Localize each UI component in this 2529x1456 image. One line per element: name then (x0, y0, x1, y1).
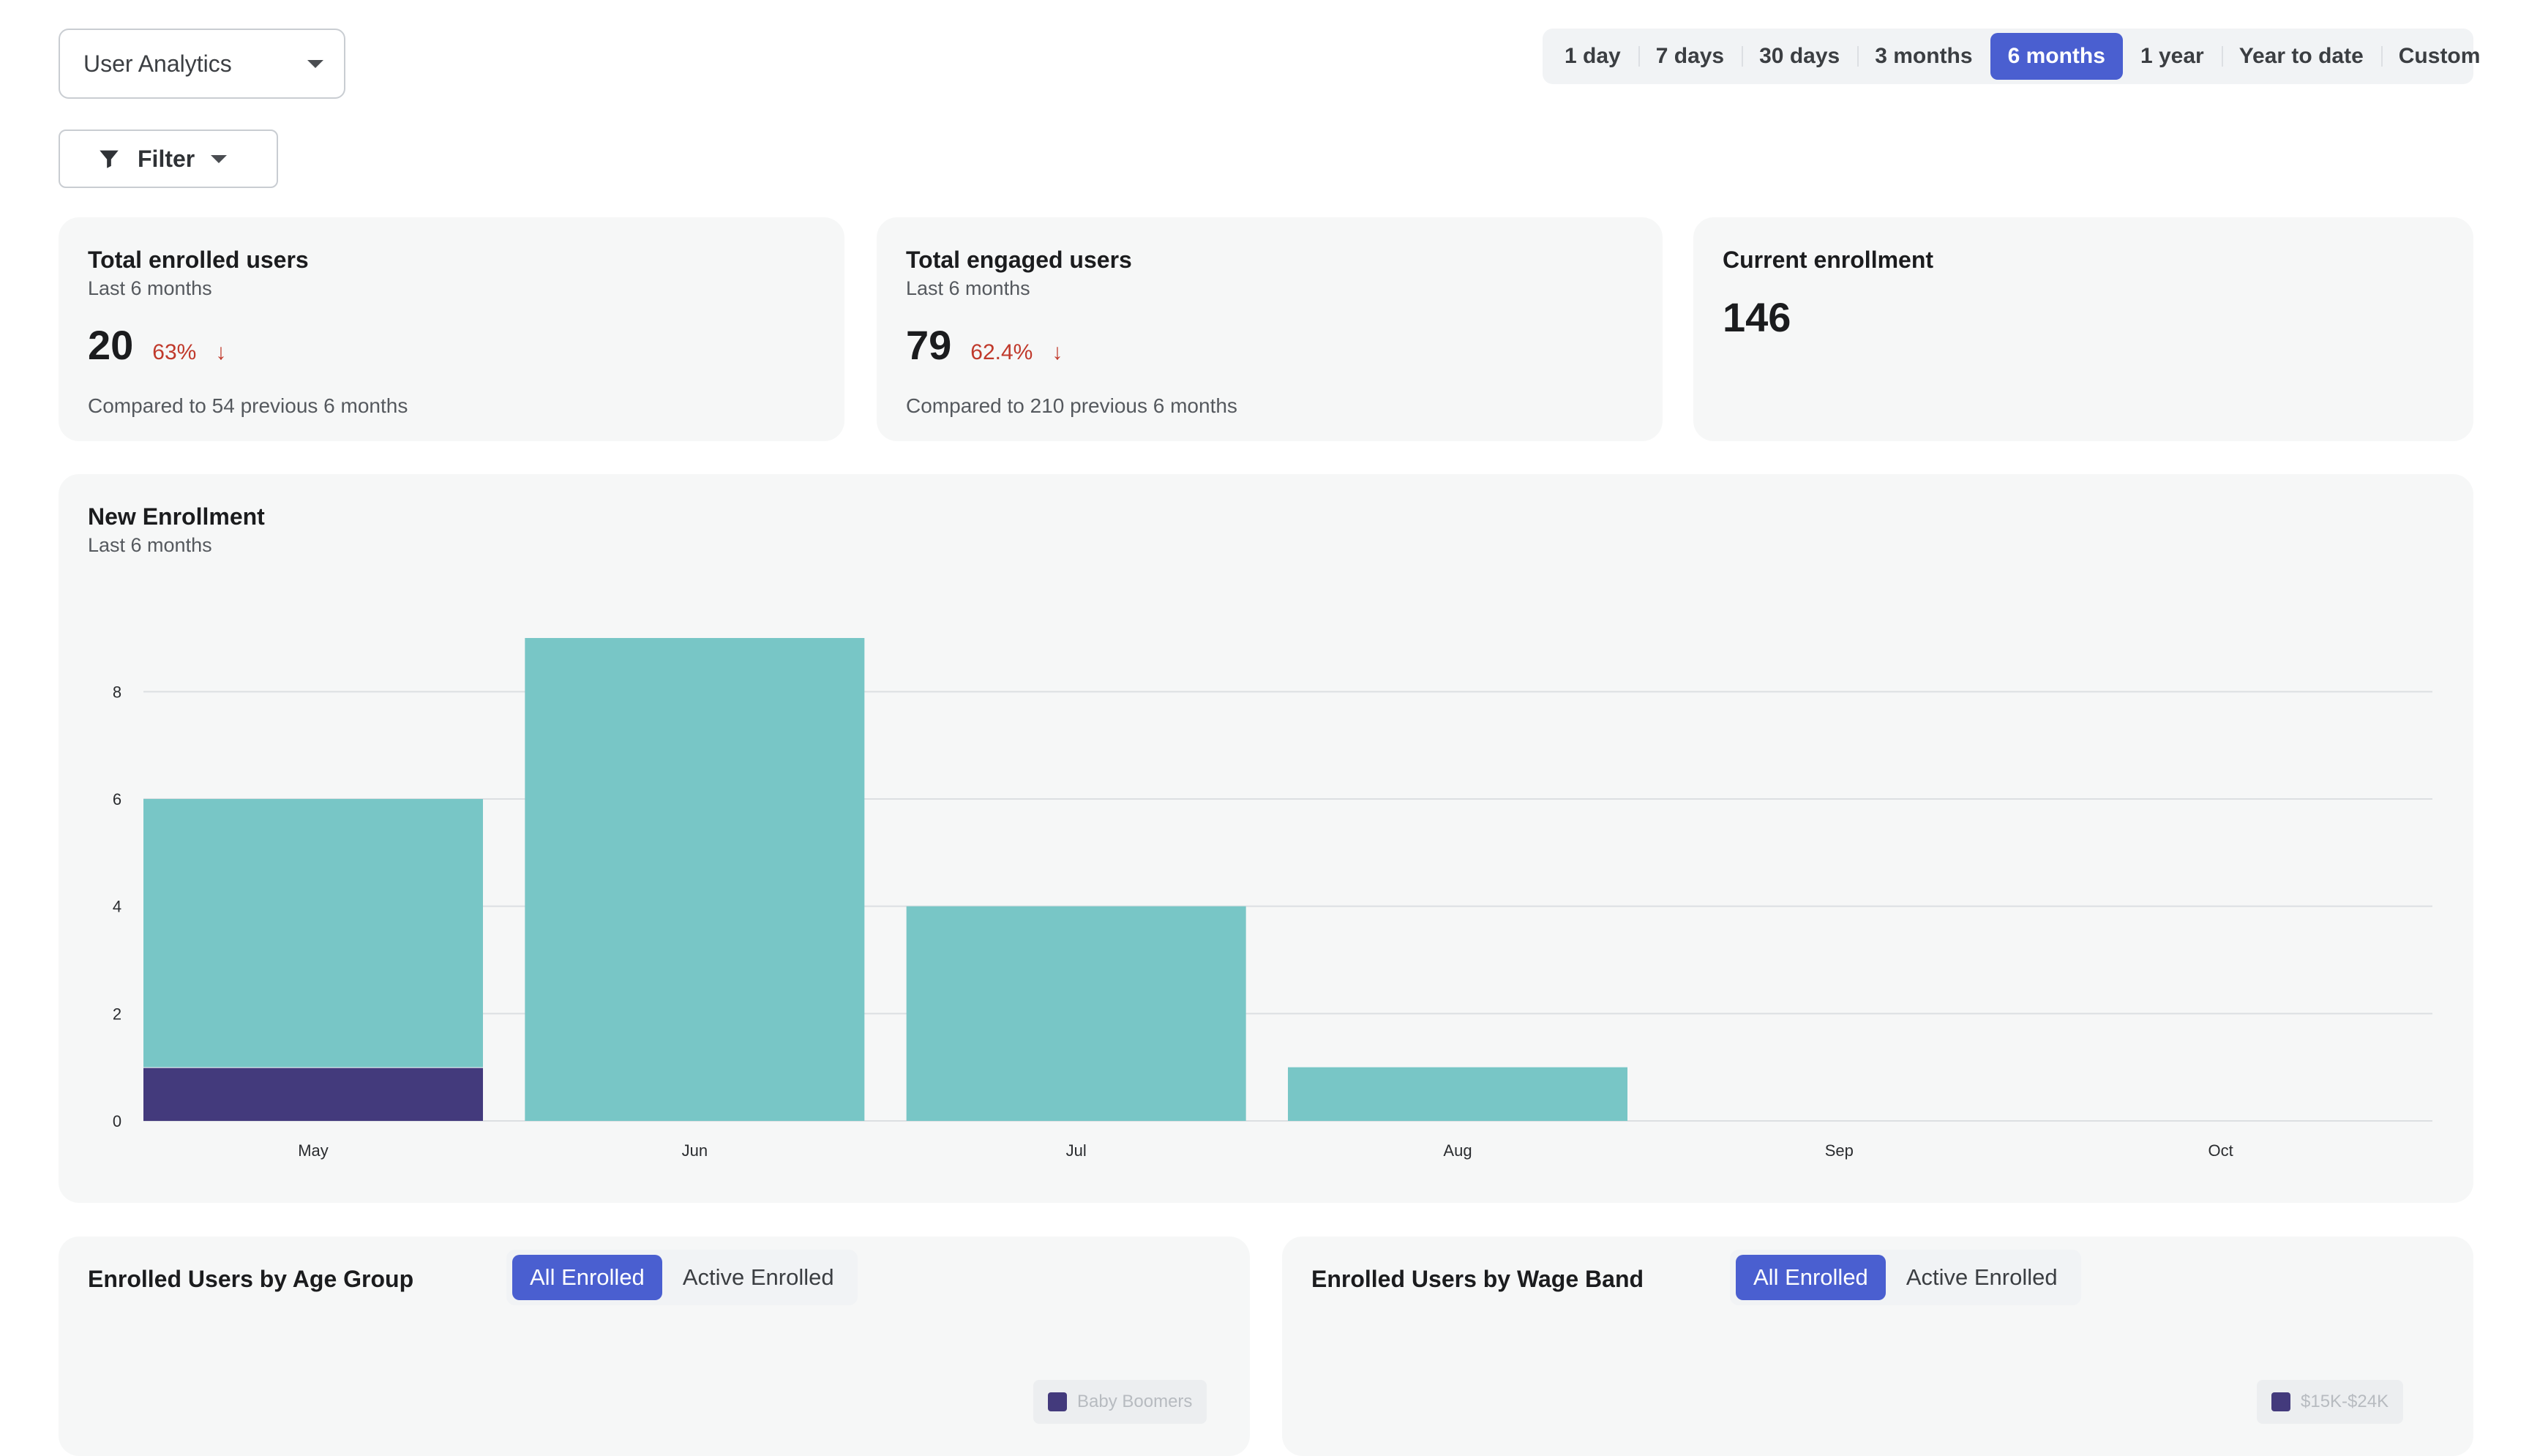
range-tab-30-days[interactable]: 30 days (1742, 33, 1857, 80)
range-tab-1-day[interactable]: 1 day (1565, 44, 1621, 68)
x-tick-label: Sep (1825, 1141, 1854, 1160)
legend-item: Baby Boomers (1033, 1380, 1207, 1424)
card-title: Total engaged users (906, 247, 1132, 273)
legend-label: $15K-$24K (2301, 1392, 2389, 1411)
card-title: Current enrollment (1723, 247, 1934, 273)
wage-band-title: Enrolled Users by Wage Band (1311, 1266, 1644, 1292)
chart-subtitle: Last 6 months (88, 534, 212, 556)
x-tick-label: Oct (2208, 1141, 2233, 1160)
all-enrolled-button[interactable]: All Enrolled (512, 1255, 662, 1300)
card-subtitle: Last 6 months (906, 277, 1030, 299)
bar-aug-series-1[interactable] (1288, 1067, 1627, 1121)
chevron-down-icon (211, 154, 228, 163)
new-enrollment-chart: 0 2 4 6 8 May Jun Jul Aug Sep Oct (113, 638, 2432, 1160)
y-tick-label: 6 (113, 790, 121, 808)
age-group-title: Enrolled Users by Age Group (88, 1266, 414, 1292)
all-enrolled-button[interactable]: All Enrolled (1736, 1255, 1886, 1300)
analytics-select-label: User Analytics (83, 50, 232, 77)
range-tab-custom[interactable]: Custom (2380, 33, 2498, 80)
legend-item: $15K-$24K (2257, 1380, 2404, 1424)
arrow-down-icon: ↓ (1052, 340, 1063, 364)
y-tick-label: 0 (113, 1112, 121, 1130)
current-enrollment-value: 146 (1723, 294, 1791, 340)
engaged-compare: Compared to 210 previous 6 months (906, 394, 1237, 417)
y-tick-label: 4 (113, 898, 121, 916)
range-tab-6-months[interactable]: 6 months (1990, 33, 2123, 80)
filter-button[interactable]: Filter (59, 130, 278, 188)
enrolled-delta: 63% (152, 340, 197, 364)
enrolled-users-card: Total enrolled users Last 6 months 20 63… (59, 217, 844, 441)
y-tick-label: 2 (113, 1005, 121, 1023)
date-range-tabs: 1 day 7 days 30 days 3 months 6 months 1… (1543, 29, 2480, 84)
range-tab-3-months[interactable]: 3 months (1857, 33, 1990, 80)
x-tick-label: Aug (1443, 1141, 1472, 1160)
x-tick-label: Jun (682, 1141, 708, 1160)
engaged-users-card: Total engaged users Last 6 months 79 62.… (877, 217, 1663, 441)
engaged-count: 79 (906, 322, 952, 368)
age-group-card: Enrolled Users by Age Group All Enrolled… (59, 1237, 1250, 1456)
analytics-select[interactable]: User Analytics (59, 29, 345, 99)
active-enrolled-button[interactable]: Active Enrolled (682, 1264, 834, 1290)
new-enrollment-card: New Enrollment Last 6 months 0 2 4 6 8 May Jun… (59, 474, 2473, 1203)
chevron-down-icon (307, 59, 323, 68)
chart-title: New Enrollment (88, 503, 265, 530)
engaged-delta: 62.4% (970, 340, 1033, 364)
range-tab-7-days[interactable]: 7 days (1638, 33, 1742, 80)
enrolled-compare: Compared to 54 previous 6 months (88, 394, 408, 417)
x-tick-label: Jul (1066, 1141, 1087, 1160)
range-tab-year-to-date[interactable]: Year to date (2221, 33, 2381, 80)
card-subtitle: Last 6 months (88, 277, 212, 299)
filter-label: Filter (138, 145, 195, 172)
x-tick-label: May (298, 1141, 329, 1160)
arrow-down-icon: ↓ (215, 340, 227, 364)
bar-may-series-1[interactable] (143, 799, 483, 1067)
legend-swatch (2271, 1392, 2290, 1411)
active-enrolled-button[interactable]: Active Enrolled (1906, 1264, 2058, 1290)
current-enrollment-card: Current enrollment 146 (1693, 217, 2473, 441)
bar-may-series-0[interactable] (143, 1067, 483, 1121)
legend-label: Baby Boomers (1077, 1392, 1193, 1411)
wage-band-card: Enrolled Users by Wage Band All Enrolled… (1282, 1237, 2473, 1456)
enrolled-count: 20 (88, 322, 134, 368)
bar-jun-series-1[interactable] (525, 638, 865, 1121)
y-tick-label: 8 (113, 683, 121, 701)
card-title: Total enrolled users (88, 247, 309, 273)
age-group-toggle: All Enrolled Active Enrolled (506, 1250, 858, 1305)
bar-jul-series-1[interactable] (906, 906, 1246, 1121)
range-tab-1-year[interactable]: 1 year (2140, 44, 2204, 68)
wage-band-toggle: All Enrolled Active Enrolled (1730, 1250, 2081, 1305)
legend-swatch (1048, 1392, 1067, 1411)
funnel-icon (100, 150, 119, 168)
